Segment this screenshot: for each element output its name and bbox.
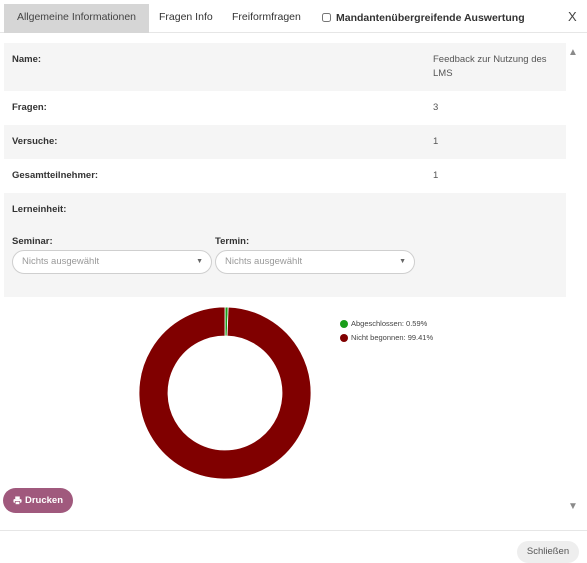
donut-chart bbox=[138, 306, 312, 480]
close-icon[interactable]: X bbox=[568, 9, 577, 24]
legend-dot bbox=[340, 319, 348, 328]
donut-slice-nicht-begonnen bbox=[138, 306, 312, 480]
legend-dot bbox=[340, 333, 348, 342]
info-row-name: Name: Feedback zur Nutzung des LMS bbox=[4, 43, 566, 91]
info-row-versuche: Versuche: 1 bbox=[4, 125, 566, 159]
scroll-up-icon[interactable]: ▲ bbox=[568, 47, 578, 58]
mandant-label: Mandantenübergreifende Auswertung bbox=[336, 11, 525, 24]
caret-down-icon: ▼ bbox=[196, 258, 203, 265]
info-label: Lerneinheit: bbox=[12, 204, 67, 215]
info-label: Name: bbox=[12, 54, 42, 65]
info-value: 3 bbox=[433, 102, 439, 113]
info-label: Versuche: bbox=[12, 136, 58, 147]
seminar-label: Seminar: bbox=[12, 236, 53, 247]
scroll-down-icon[interactable]: ▼ bbox=[568, 501, 578, 512]
info-row-lerneinheit: Lerneinheit: bbox=[4, 193, 566, 227]
seminar-select-value: Nichts ausgewählt bbox=[22, 256, 100, 267]
info-row-fragen: Fragen: 3 bbox=[4, 91, 566, 125]
tab-fragen-info[interactable]: Fragen Info bbox=[159, 11, 213, 23]
close-button[interactable]: Schließen bbox=[517, 541, 579, 563]
seminar-select[interactable]: Nichts ausgewählt ▼ bbox=[12, 250, 212, 274]
info-panel: Name: Feedback zur Nutzung des LMS Frage… bbox=[4, 43, 566, 297]
info-label: Fragen: bbox=[12, 102, 47, 113]
info-row-gesamtteilnehmer: Gesamtteilnehmer: 1 bbox=[4, 159, 566, 193]
legend-label: Nicht begonnen: 99.41% bbox=[351, 333, 434, 342]
tab-freiformfragen[interactable]: Freiformfragen bbox=[232, 11, 301, 23]
info-value: Feedback zur Nutzung des LMS bbox=[433, 54, 547, 79]
print-button-label: Drucken bbox=[24, 495, 63, 506]
legend-item-abgeschlossen: Abgeschlossen: 0.59% bbox=[340, 319, 427, 328]
info-value: 1 bbox=[433, 170, 439, 181]
termin-select[interactable]: Nichts ausgewählt ▼ bbox=[215, 250, 415, 274]
chart-area: Abgeschlossen: 0.59% Nicht begonnen: 99.… bbox=[0, 300, 566, 490]
mandant-toggle[interactable]: Mandantenübergreifende Auswertung bbox=[322, 4, 525, 31]
print-button[interactable]: Drucken bbox=[3, 488, 73, 513]
tab-allgemeine-informationen[interactable]: Allgemeine Informationen bbox=[4, 4, 149, 33]
legend-item-nicht-begonnen: Nicht begonnen: 99.41% bbox=[340, 333, 433, 342]
scrollbar[interactable]: ▲ ▼ bbox=[566, 43, 580, 517]
printer-icon bbox=[13, 496, 22, 505]
tab-bar: Allgemeine Informationen Fragen Info Fre… bbox=[0, 0, 587, 33]
caret-down-icon: ▼ bbox=[399, 258, 406, 265]
footer-divider bbox=[0, 530, 587, 531]
info-value: 1 bbox=[433, 136, 439, 147]
termin-label: Termin: bbox=[215, 236, 250, 247]
mandant-checkbox[interactable] bbox=[322, 13, 331, 22]
info-label: Gesamtteilnehmer: bbox=[12, 170, 99, 181]
termin-select-value: Nichts ausgewählt bbox=[225, 256, 303, 267]
legend-label: Abgeschlossen: 0.59% bbox=[351, 319, 428, 328]
